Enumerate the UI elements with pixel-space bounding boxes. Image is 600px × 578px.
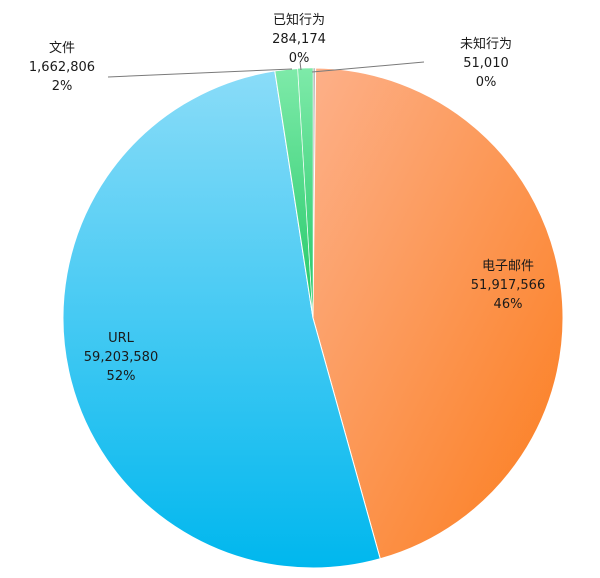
label-file-value: 1,662,806: [29, 60, 95, 75]
label-unknown-behavior-value: 51,010: [463, 56, 509, 71]
label-email-percent: 46%: [494, 297, 523, 312]
leader-line-known-behavior: [299, 61, 302, 71]
label-unknown-behavior-percent: 0%: [476, 75, 497, 90]
label-email-value: 51,917,566: [471, 278, 545, 293]
label-url-percent: 52%: [107, 369, 136, 384]
label-known-behavior-name: 已知行为: [273, 12, 325, 28]
label-file-percent: 2%: [52, 79, 73, 94]
label-known-behavior-percent: 0%: [289, 51, 310, 66]
label-email-name: 电子邮件: [482, 259, 534, 274]
label-file-name: 文件: [49, 41, 75, 56]
slice-known-behavior: [297, 67, 314, 319]
label-file: 文件 1,662,806 2%: [29, 41, 95, 94]
label-unknown-behavior: 未知行为 51,010 0%: [460, 36, 512, 90]
label-email: 电子邮件 51,917,566 46%: [471, 259, 545, 312]
label-url: URL 59,203,580 52%: [84, 331, 158, 384]
label-known-behavior: 已知行为 284,174 0%: [272, 12, 326, 66]
slice-url: [62, 70, 381, 569]
label-url-value: 59,203,580: [84, 350, 158, 365]
label-unknown-behavior-name: 未知行为: [460, 36, 512, 52]
label-url-name: URL: [108, 331, 135, 346]
leader-line-unknown-behavior: [311, 61, 425, 73]
slice-email: [312, 67, 564, 560]
label-known-behavior-value: 284,174: [272, 32, 326, 47]
leader-line-file: [107, 68, 293, 78]
